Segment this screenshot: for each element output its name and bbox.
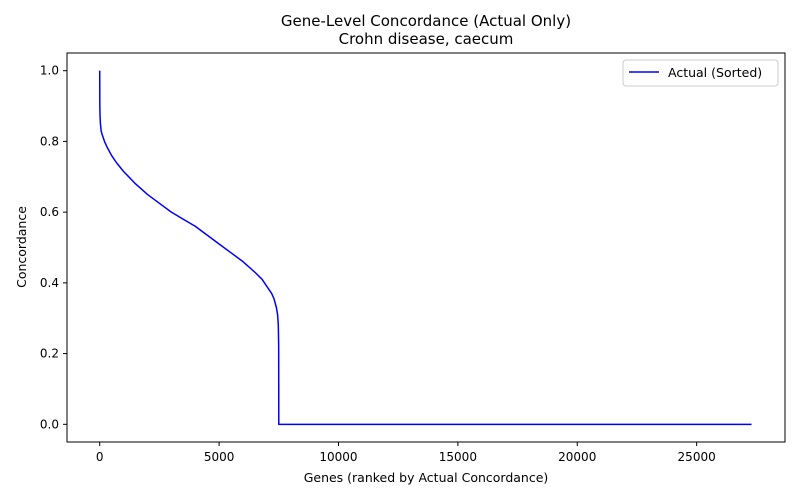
x-axis: 0 5000 10000 15000 20000 25000 [96,442,716,464]
x-tick-label: 15000 [439,450,477,464]
x-axis-label: Genes (ranked by Actual Concordance) [304,470,549,485]
plot-area [98,70,752,426]
y-tick-label: 0.0 [40,417,59,431]
plot-frame [66,52,786,443]
y-tick-label: 0.4 [40,276,59,290]
x-tick-label: 5000 [204,450,235,464]
y-tick-label: 1.0 [40,64,59,78]
x-tick-label: 20000 [558,450,596,464]
y-axis: 0.0 0.2 0.4 0.6 0.8 1.0 [40,64,67,431]
x-tick-label: 0 [96,450,104,464]
y-tick-label: 0.2 [40,347,59,361]
chart-subtitle: Crohn disease, caecum [339,30,514,48]
series-line-0 [98,70,752,426]
legend-label: Actual (Sorted) [668,65,762,80]
y-axis-label: Concordance [14,206,29,288]
legend-box [622,59,779,87]
y-tick-label: 0.6 [40,205,59,219]
x-tick-label: 10000 [319,450,357,464]
legend: Actual (Sorted) [622,59,779,87]
chart-title: Gene-Level Concordance (Actual Only) [281,12,571,30]
x-tick-label: 25000 [678,450,716,464]
y-tick-label: 0.8 [40,134,59,148]
